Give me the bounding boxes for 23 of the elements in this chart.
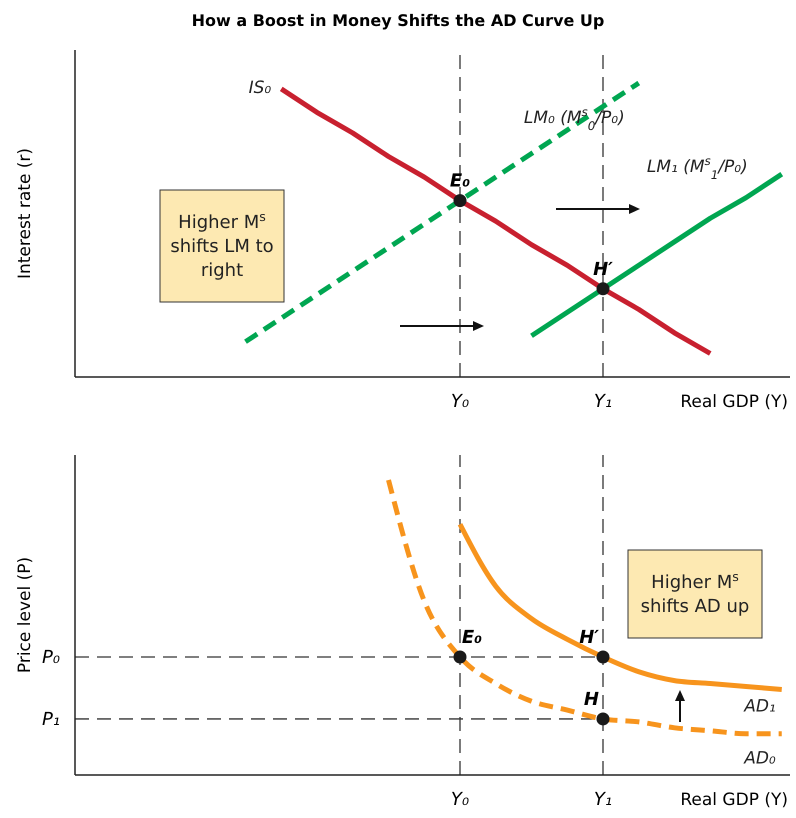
series-label: AD₁ — [743, 696, 776, 716]
annotation: H′ — [593, 258, 614, 280]
x-tick-label: Y₀ — [450, 391, 470, 412]
series-label: IS₀ — [248, 78, 272, 98]
y-axis-title: Interest rate (r) — [15, 148, 35, 280]
series-label: LM₁ (M$^{s}$$_{1}$/P₀) — [646, 154, 748, 182]
x-tick-label: Y₀ — [450, 789, 470, 810]
x-axis-title: Real GDP (Y) — [680, 790, 788, 810]
annotation: E₀ — [462, 627, 482, 648]
chart-title: How a Boost in Money Shifts the AD Curve Up — [192, 11, 604, 30]
annotation: H′ — [579, 627, 600, 648]
series-label: AD₀ — [743, 748, 776, 769]
x-axis-title: Real GDP (Y) — [680, 392, 788, 412]
annotation: Higher M$^{s}$ shifts LM to right — [170, 208, 274, 281]
ref-line-label: P₁ — [42, 708, 60, 730]
annotation: E₀ — [450, 170, 470, 192]
x-tick-label: Y₁ — [594, 391, 612, 412]
x-tick-label: Y₁ — [594, 789, 612, 810]
annotation: Higher M$^{s}$ shifts AD up — [640, 568, 750, 617]
y-axis-title: Price level (P) — [15, 556, 35, 674]
ref-line-label: P₀ — [42, 647, 60, 668]
series-label: LM₀ (M$^{s}$$_{0}$/P₀) — [524, 105, 625, 133]
annotation: H — [584, 688, 599, 710]
